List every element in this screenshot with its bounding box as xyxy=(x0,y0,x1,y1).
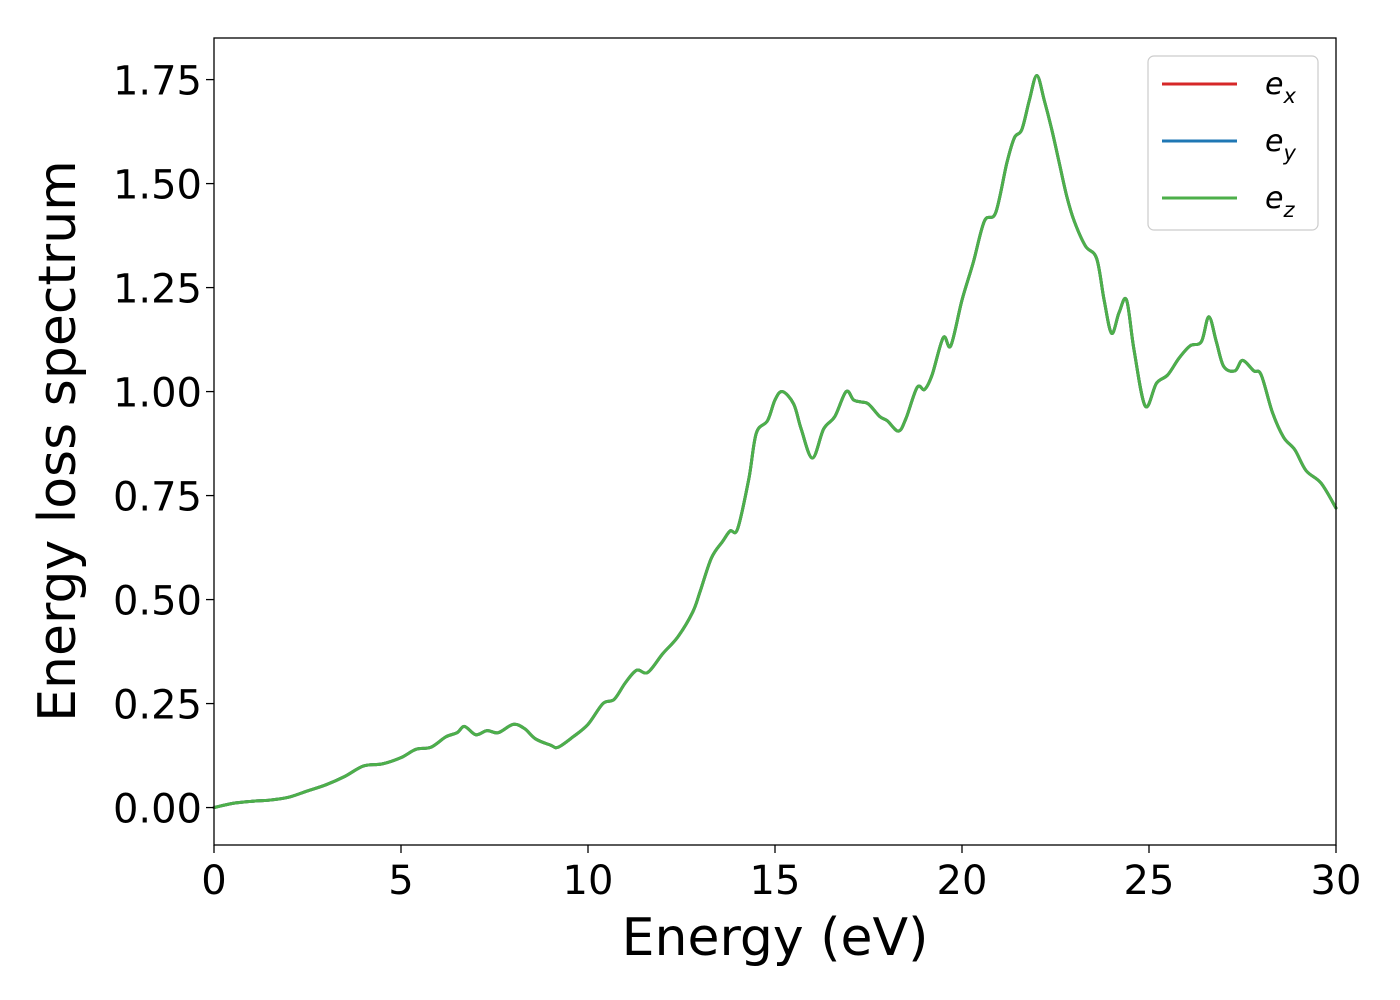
y-tick-label: 0.25 xyxy=(113,683,202,729)
y-tick-label: 1.75 xyxy=(113,59,202,105)
x-axis-label: Energy (eV) xyxy=(622,908,929,968)
plot-lines xyxy=(212,73,1338,810)
x-tick-label: 15 xyxy=(750,858,801,904)
y-tick-label: 1.00 xyxy=(113,371,202,417)
y-tick-label: 0.00 xyxy=(113,787,202,833)
y-axis-ticks: 0.00 0.25 0.50 0.75 1.00 1.25 1.50 1.75 xyxy=(113,59,214,833)
legend-label-e-z: ez xyxy=(1265,181,1295,222)
legend-label-e-x: ex xyxy=(1265,67,1296,108)
x-tick-label: 20 xyxy=(937,858,988,904)
y-tick-label: 0.75 xyxy=(113,475,202,521)
x-tick-label: 25 xyxy=(1124,858,1175,904)
legend-frame xyxy=(1147,55,1319,231)
legend-label-e-y: ey xyxy=(1265,124,1296,165)
y-tick-label: 0.50 xyxy=(113,579,202,625)
x-axis-ticks: 0 5 10 15 20 25 30 xyxy=(201,845,1361,904)
x-tick-label: 10 xyxy=(563,858,614,904)
series-line-e-z xyxy=(212,73,1338,810)
y-tick-label: 1.50 xyxy=(113,163,202,209)
x-tick-label: 5 xyxy=(388,858,413,904)
x-tick-label: 30 xyxy=(1311,858,1362,904)
x-tick-label: 0 xyxy=(201,858,226,904)
y-axis-label: Energy loss spectrum xyxy=(28,160,88,722)
y-tick-label: 1.25 xyxy=(113,267,202,313)
legend: ex ey ez xyxy=(1147,55,1319,231)
